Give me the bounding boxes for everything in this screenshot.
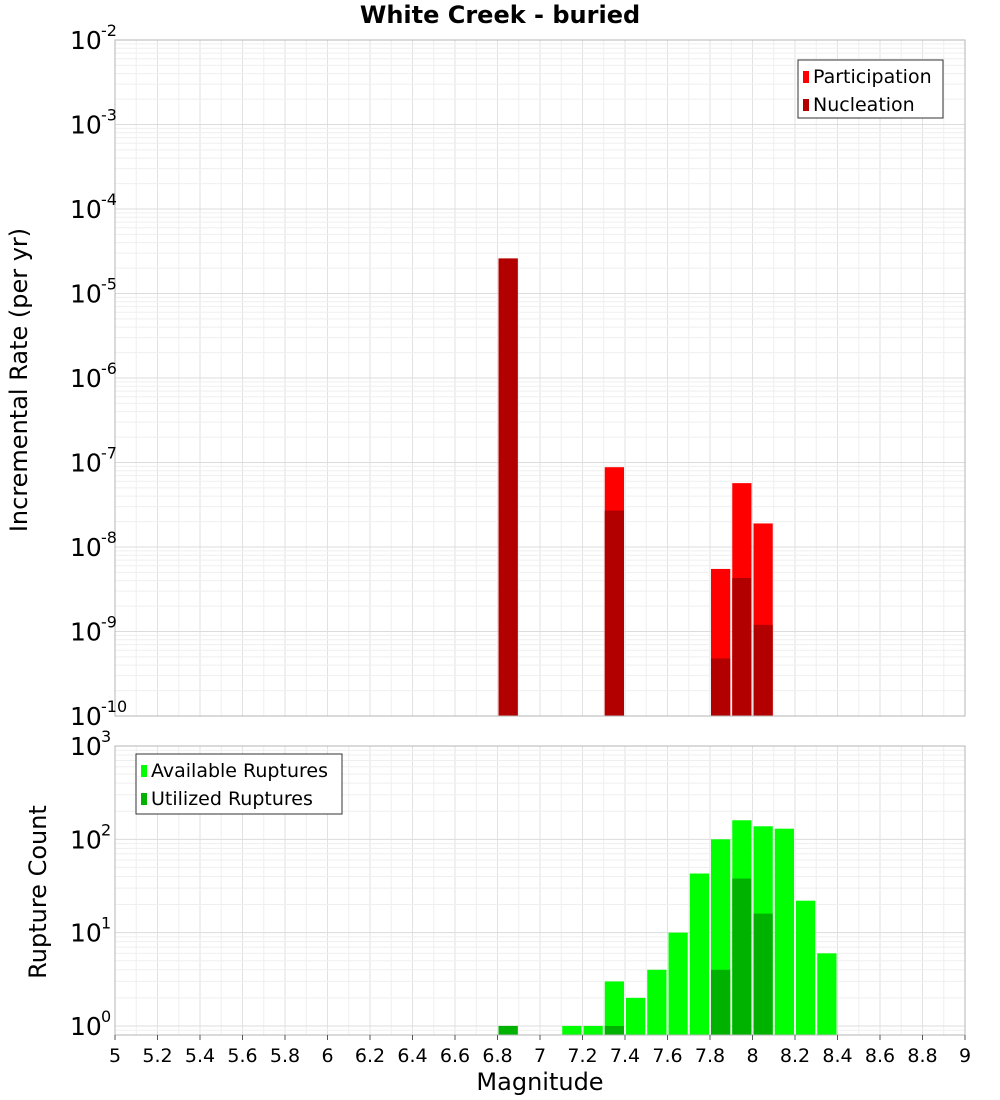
x-tick-label: 5.2 bbox=[142, 1045, 172, 1067]
legend-label: Participation bbox=[813, 66, 932, 88]
bar-available-ruptures bbox=[626, 997, 646, 1035]
y-tick-label: 10 bbox=[70, 1012, 102, 1041]
x-tick-label: 7.8 bbox=[695, 1045, 725, 1067]
count-y-axis-label: Rupture Count bbox=[24, 805, 52, 979]
y-tick-exponent: 2 bbox=[101, 820, 111, 839]
bar-available-ruptures bbox=[689, 873, 709, 1035]
bar-nucleation bbox=[711, 658, 731, 716]
bar-available-ruptures bbox=[774, 828, 794, 1035]
x-tick-label: 8.6 bbox=[865, 1045, 895, 1067]
legend-swatch bbox=[803, 99, 809, 111]
bar-nucleation bbox=[753, 624, 773, 716]
y-tick-label: 10 bbox=[70, 449, 102, 478]
bar-available-ruptures bbox=[562, 1025, 582, 1035]
x-tick-label: 6.2 bbox=[355, 1045, 385, 1067]
x-tick-label: 6 bbox=[321, 1045, 333, 1067]
bar-available-ruptures bbox=[583, 1025, 603, 1035]
bar-utilized-ruptures bbox=[711, 969, 731, 1035]
y-tick-label: 10 bbox=[70, 732, 102, 761]
y-tick-exponent: -3 bbox=[101, 106, 117, 125]
y-tick-exponent: -2 bbox=[101, 21, 117, 40]
y-tick-exponent: -7 bbox=[101, 444, 117, 463]
x-tick-label: 9 bbox=[959, 1045, 971, 1067]
y-tick-label: 10 bbox=[70, 825, 102, 854]
y-tick-exponent: 1 bbox=[101, 914, 111, 933]
bar-available-ruptures bbox=[668, 932, 688, 1035]
x-tick-label: 7.6 bbox=[652, 1045, 682, 1067]
x-tick-label: 5.4 bbox=[185, 1045, 215, 1067]
x-tick-label: 8 bbox=[746, 1045, 758, 1067]
bar-available-ruptures bbox=[817, 953, 837, 1035]
y-tick-label: 10 bbox=[70, 618, 102, 647]
y-tick-exponent: -5 bbox=[101, 275, 117, 294]
y-tick-label: 10 bbox=[70, 702, 102, 731]
bar-utilized-ruptures bbox=[498, 1025, 518, 1035]
x-tick-label: 7.2 bbox=[567, 1045, 597, 1067]
x-tick-label: 8.2 bbox=[780, 1045, 810, 1067]
y-tick-label: 10 bbox=[70, 364, 102, 393]
x-tick-label: 7 bbox=[534, 1045, 546, 1067]
legend-swatch bbox=[141, 765, 147, 777]
x-tick-label: 5.8 bbox=[270, 1045, 300, 1067]
x-tick-label: 6.8 bbox=[482, 1045, 512, 1067]
x-tick-label: 5.6 bbox=[227, 1045, 257, 1067]
legend-label: Utilized Ruptures bbox=[151, 788, 313, 810]
y-tick-label: 10 bbox=[70, 919, 102, 948]
legend-swatch bbox=[803, 71, 809, 83]
x-tick-label: 8.4 bbox=[822, 1045, 852, 1067]
chart-title: White Creek - buried bbox=[360, 1, 640, 29]
bar-nucleation bbox=[732, 577, 752, 716]
bar-available-ruptures bbox=[796, 900, 816, 1035]
y-tick-exponent: -8 bbox=[101, 528, 117, 547]
y-tick-label: 10 bbox=[70, 111, 102, 140]
rate-y-axis-label: Incremental Rate (per yr) bbox=[5, 228, 33, 532]
legend-box bbox=[797, 59, 944, 119]
bar-nucleation bbox=[498, 258, 518, 716]
y-tick-label: 10 bbox=[70, 26, 102, 55]
bar-available-ruptures bbox=[604, 981, 624, 1035]
bar-nucleation bbox=[604, 510, 624, 716]
legend-label: Nucleation bbox=[813, 94, 915, 116]
legend: Available Ruptures Utilized Ruptures bbox=[135, 753, 343, 815]
y-tick-exponent: -10 bbox=[101, 697, 127, 716]
y-tick-exponent: 3 bbox=[101, 727, 111, 746]
x-tick-label: 8.8 bbox=[907, 1045, 937, 1067]
y-tick-label: 10 bbox=[70, 280, 102, 309]
y-tick-exponent: 0 bbox=[101, 1007, 111, 1026]
bar-utilized-ruptures bbox=[753, 913, 773, 1035]
y-tick-exponent: -9 bbox=[101, 613, 117, 632]
x-tick-label: 6.4 bbox=[397, 1045, 427, 1067]
y-tick-label: 10 bbox=[70, 195, 102, 224]
bar-utilized-ruptures bbox=[732, 878, 752, 1035]
legend-box bbox=[135, 753, 343, 815]
y-tick-exponent: -4 bbox=[101, 190, 117, 209]
bar-utilized-ruptures bbox=[604, 1025, 624, 1035]
x-tick-label: 5 bbox=[109, 1045, 121, 1067]
x-axis-label: Magnitude bbox=[476, 1068, 603, 1096]
bar-available-ruptures bbox=[647, 969, 667, 1035]
legend-swatch bbox=[141, 793, 147, 805]
legend: Participation Nucleation bbox=[797, 59, 944, 119]
x-tick-label: 7.4 bbox=[610, 1045, 640, 1067]
plot-frame bbox=[114, 39, 966, 717]
x-tick-label: 6.6 bbox=[440, 1045, 470, 1067]
y-tick-exponent: -6 bbox=[101, 359, 117, 378]
y-tick-label: 10 bbox=[70, 533, 102, 562]
legend-label: Available Ruptures bbox=[151, 760, 328, 782]
